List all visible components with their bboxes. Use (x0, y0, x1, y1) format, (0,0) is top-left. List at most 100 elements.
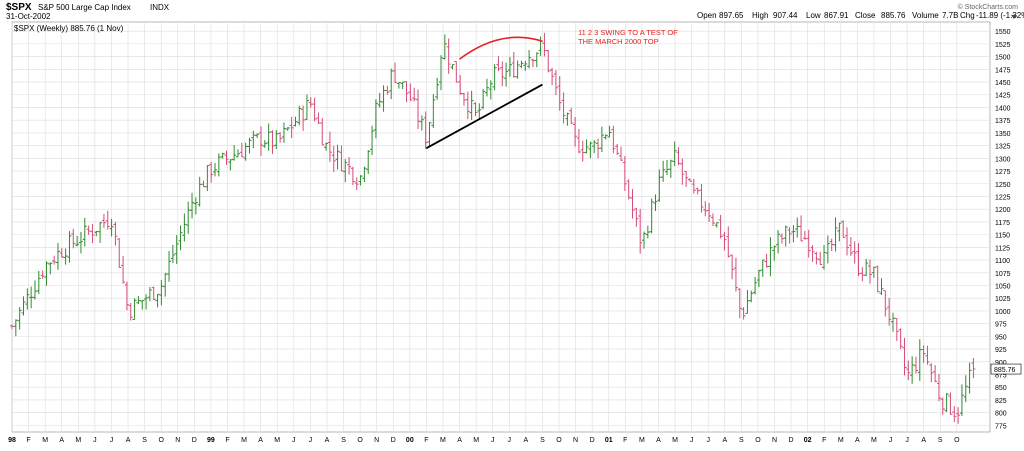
x-tick-label: N (573, 437, 578, 444)
ohlc-bar (209, 162, 214, 183)
ohlc-bar (144, 294, 149, 310)
ohlc-bar (588, 141, 593, 159)
ohlc-bar (699, 183, 704, 213)
ohlc-bar (29, 286, 34, 309)
ohlc-bar (687, 178, 692, 182)
header-symbol: $SPX (6, 2, 32, 13)
x-tick-label: A (921, 437, 926, 444)
ohlc-bar (507, 57, 512, 77)
ohlc-bar (419, 115, 424, 131)
x-tick-label: A (59, 437, 64, 444)
ohlc-bar (400, 81, 405, 90)
ohlc-bar (362, 166, 367, 183)
ohlc-bar (795, 217, 800, 238)
y-tick-label: 1150 (995, 233, 1010, 240)
low-label: Low (806, 11, 821, 20)
ohlc-bar (381, 85, 386, 112)
x-tick-label: J (508, 437, 512, 444)
ohlc-bar (783, 225, 788, 247)
ohlc-bar (791, 224, 796, 243)
ohlc-bar (672, 141, 677, 167)
x-tick-label: J (905, 437, 909, 444)
ohlc-bar (78, 231, 83, 254)
annotation-line1: 11 2 3 SWING TO A TEST OF (578, 28, 678, 37)
x-tick-label: A (656, 437, 661, 444)
open-value: 897.65 (719, 11, 744, 20)
x-tick-label: J (110, 437, 114, 444)
ohlc-bar (327, 131, 332, 162)
ohlc-bar (664, 160, 669, 175)
ohlc-bar (515, 60, 520, 79)
ohlc-bar (864, 258, 869, 277)
y-tick-label: 1000 (995, 309, 1011, 316)
ohlc-bar (473, 102, 478, 117)
ohlc-bar (331, 145, 336, 172)
ohlc-bar (653, 194, 658, 211)
ohlc-bar (534, 52, 539, 68)
y-tick-label: 825 (995, 398, 1007, 405)
x-tick-label: J (706, 437, 710, 444)
ohlc-bar (553, 70, 558, 96)
y-tick-label: 1125 (995, 245, 1010, 252)
ohlc-bar (860, 267, 865, 282)
ohlc-bar (71, 228, 76, 249)
header-date: 31-Oct-2002 (6, 12, 51, 21)
ohlc-bar (504, 62, 509, 87)
top-arc (459, 36, 543, 60)
x-tick-label: S (938, 437, 943, 444)
open-label: Open (697, 11, 717, 20)
ohlc-bar (178, 225, 183, 251)
y-tick-label: 850 (995, 385, 1007, 392)
ohlc-bar (262, 139, 267, 148)
ohlc-bar (339, 145, 344, 172)
high-label: High (752, 11, 768, 20)
x-tick-label: D (590, 437, 595, 444)
ohlc-bar (565, 112, 570, 126)
ohlc-bar (676, 147, 681, 166)
ohlc-bar (944, 392, 949, 413)
ohlc-bar (845, 227, 850, 256)
ohlc-bar (599, 126, 604, 153)
ohlc-bar (649, 198, 654, 234)
x-tick-label: A (325, 437, 330, 444)
ohlc-bar (109, 218, 114, 237)
y-tick-label: 1225 (995, 194, 1011, 201)
ohlc-bar (607, 125, 612, 138)
ohlc-bar (772, 245, 777, 261)
ohlc-bar (921, 345, 926, 363)
ohlc-bar (530, 58, 535, 68)
ohlc-bar (799, 215, 804, 242)
ohlc-bar (810, 245, 815, 262)
x-tick-label: A (258, 437, 263, 444)
last-value-box (990, 363, 1022, 375)
ohlc-bar (182, 213, 187, 242)
y-tick-label: 1100 (995, 258, 1010, 265)
x-tick-label: N (175, 437, 180, 444)
ohlc-bar (124, 281, 129, 311)
ohlc-bar (274, 130, 279, 150)
y-tick-label: 800 (995, 411, 1007, 418)
x-tick-label: J (93, 437, 97, 444)
ohlc-bar (128, 302, 133, 321)
ohlc-bar (40, 270, 45, 279)
x-tick-label: M (241, 437, 247, 444)
y-tick-label: 1275 (995, 169, 1011, 176)
ohlc-bar (366, 150, 371, 174)
volume-label: Volume (912, 11, 939, 20)
x-tick-label: M (871, 437, 877, 444)
ohlc-bar (684, 171, 689, 187)
x-tick-label: J (690, 437, 694, 444)
ohlc-bar (48, 262, 53, 275)
close-value: 885.76 (881, 11, 906, 20)
ohlc-bar (967, 362, 972, 394)
ohlc-bar (174, 235, 179, 264)
x-tick-label: O (158, 437, 164, 444)
x-tick-label: A (457, 437, 462, 444)
ohlc-bar (370, 125, 375, 156)
ohlc-bar (527, 50, 532, 69)
ohlc-bar (787, 227, 792, 244)
ohlc-bar (657, 169, 662, 202)
ohlc-bar (837, 222, 842, 242)
ohlc-bar (852, 241, 857, 264)
ohlc-bar (611, 125, 616, 154)
